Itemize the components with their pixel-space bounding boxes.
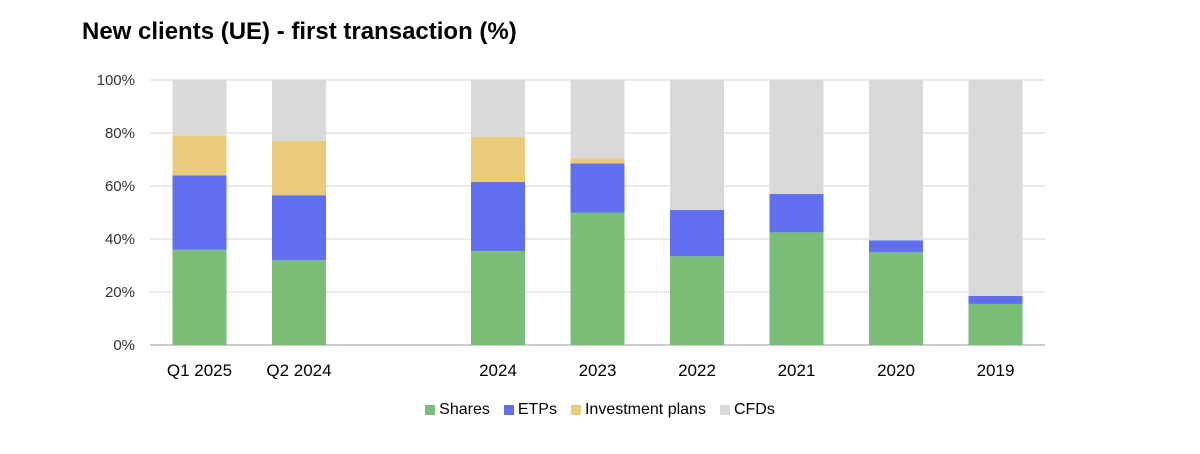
bar-segment xyxy=(471,250,525,345)
bar-segment xyxy=(272,195,326,261)
chart-title: New clients (UE) - first transaction (%) xyxy=(82,18,517,45)
bar-segment xyxy=(172,175,227,250)
legend-label: CFDs xyxy=(733,401,775,418)
bar-segment xyxy=(968,80,1023,296)
bar-segment xyxy=(769,232,824,345)
bar-segment xyxy=(670,256,724,345)
bar-segment xyxy=(968,295,1023,304)
legend: Shares ETPs Investment plans CFDs xyxy=(0,401,1200,419)
legend-label: Investment plans xyxy=(584,401,706,418)
legend-item: ETPs xyxy=(503,401,557,419)
y-tick-label: 0% xyxy=(113,337,135,354)
bar-segment xyxy=(570,158,625,164)
legend-label: Shares xyxy=(439,401,490,418)
legend-swatch xyxy=(719,405,730,415)
y-tick-label: 100% xyxy=(97,72,135,89)
bar-segment xyxy=(471,182,525,251)
x-tick-label: 2023 xyxy=(579,361,617,380)
x-tick-label: 2022 xyxy=(678,361,716,380)
bar-segment xyxy=(769,80,824,194)
bar-segment xyxy=(869,80,923,241)
bar-segment xyxy=(570,212,625,345)
bars xyxy=(172,80,1023,345)
bar-segment xyxy=(670,209,724,257)
legend-swatch xyxy=(503,405,514,415)
x-tick-label: Q2 2024 xyxy=(266,361,331,380)
bar-segment xyxy=(670,80,724,210)
x-tick-label: Q1 2025 xyxy=(167,361,232,380)
y-tick-label: 80% xyxy=(105,125,135,142)
legend-swatch xyxy=(425,405,436,415)
bar-segment xyxy=(172,80,227,136)
bar-segment xyxy=(172,135,227,176)
x-tick-label: 2020 xyxy=(877,361,915,380)
bar-segment xyxy=(471,80,525,137)
x-tick-label: 2021 xyxy=(778,361,816,380)
bar-segment xyxy=(570,80,625,159)
bar-segment xyxy=(869,240,923,253)
bar-segment xyxy=(968,303,1023,345)
bar-segment xyxy=(272,260,326,345)
x-tick-label: 2019 xyxy=(977,361,1015,380)
x-tick-label: 2024 xyxy=(479,361,517,380)
legend-swatch xyxy=(570,405,581,415)
bar-segment xyxy=(272,80,326,141)
bar-segment xyxy=(172,249,227,345)
legend-label: ETPs xyxy=(517,401,557,418)
x-axis-ticks: Q1 2025 Q2 2024 2024 2023 2022 2021 2020 2019 xyxy=(167,361,1015,380)
bar-segment xyxy=(272,140,326,196)
stacked-bar-chart: 0% 20% 40% 60% 80% 100% Q1 2025 Q2 2024 2024 202… xyxy=(97,72,1045,380)
bar-segment xyxy=(869,252,923,345)
legend-item: CFDs xyxy=(719,401,775,419)
y-tick-label: 40% xyxy=(105,231,135,248)
legend-item: Shares xyxy=(425,401,490,419)
y-tick-label: 60% xyxy=(105,178,135,195)
bar-segment xyxy=(471,136,525,183)
bar-segment xyxy=(769,193,824,233)
y-tick-label: 20% xyxy=(105,284,135,301)
legend-item: Investment plans xyxy=(570,401,706,419)
bar-segment xyxy=(570,163,625,213)
y-axis-ticks: 0% 20% 40% 60% 80% 100% xyxy=(97,72,135,354)
